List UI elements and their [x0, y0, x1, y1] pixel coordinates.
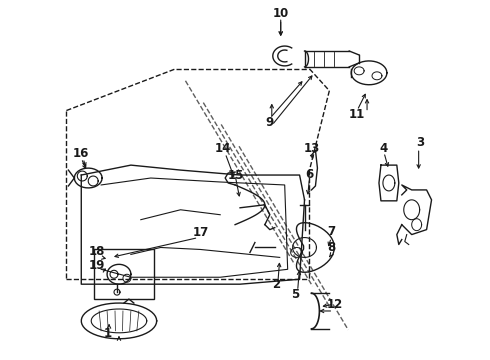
- Text: 13: 13: [303, 142, 319, 155]
- Text: 11: 11: [349, 108, 365, 121]
- Text: 10: 10: [272, 7, 289, 20]
- Text: 3: 3: [416, 136, 425, 149]
- Text: 15: 15: [228, 168, 244, 181]
- Text: 8: 8: [327, 241, 336, 254]
- Bar: [94, 249, 154, 299]
- Text: 17: 17: [192, 226, 208, 239]
- Text: 2: 2: [271, 278, 280, 291]
- Text: 18: 18: [89, 245, 105, 258]
- Text: 1: 1: [104, 327, 112, 340]
- Text: 14: 14: [215, 142, 231, 155]
- Text: 5: 5: [292, 288, 300, 301]
- Text: 16: 16: [73, 147, 90, 160]
- Text: 6: 6: [305, 167, 314, 181]
- Text: 4: 4: [380, 142, 388, 155]
- Text: 12: 12: [327, 297, 343, 311]
- Text: 7: 7: [327, 225, 335, 238]
- Text: 9: 9: [266, 116, 274, 129]
- Text: 19: 19: [89, 259, 105, 272]
